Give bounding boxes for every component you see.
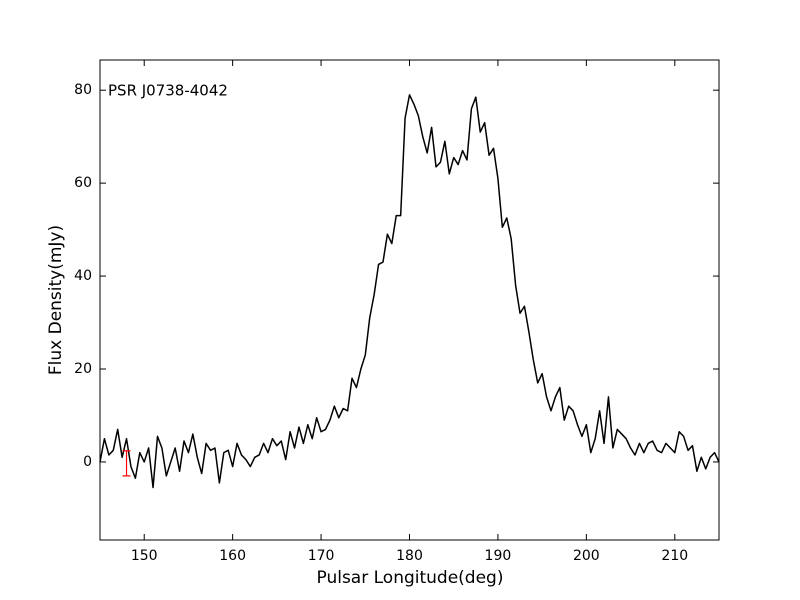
x-axis-label: Pulsar Longitude(deg) bbox=[317, 568, 504, 588]
y-axis-label: Flux Density(mJy) bbox=[46, 225, 66, 375]
y-tick-label: 40 bbox=[74, 268, 92, 284]
x-tick-label: 180 bbox=[396, 548, 423, 564]
x-tick-label: 170 bbox=[308, 548, 335, 564]
annotation: PSR J0738-4042 bbox=[108, 82, 228, 100]
x-tick-label: 200 bbox=[573, 548, 600, 564]
plot-frame bbox=[99, 59, 720, 541]
x-tick-label: 210 bbox=[661, 548, 688, 564]
y-tick-label: 80 bbox=[74, 82, 92, 98]
x-tick-label: 160 bbox=[219, 548, 246, 564]
y-tick-label: 60 bbox=[74, 175, 92, 191]
x-tick-label: 190 bbox=[485, 548, 512, 564]
y-tick-label: 0 bbox=[83, 454, 92, 470]
x-tick-label: 150 bbox=[131, 548, 158, 564]
y-tick-label: 20 bbox=[74, 361, 92, 377]
line bbox=[99, 94, 720, 489]
